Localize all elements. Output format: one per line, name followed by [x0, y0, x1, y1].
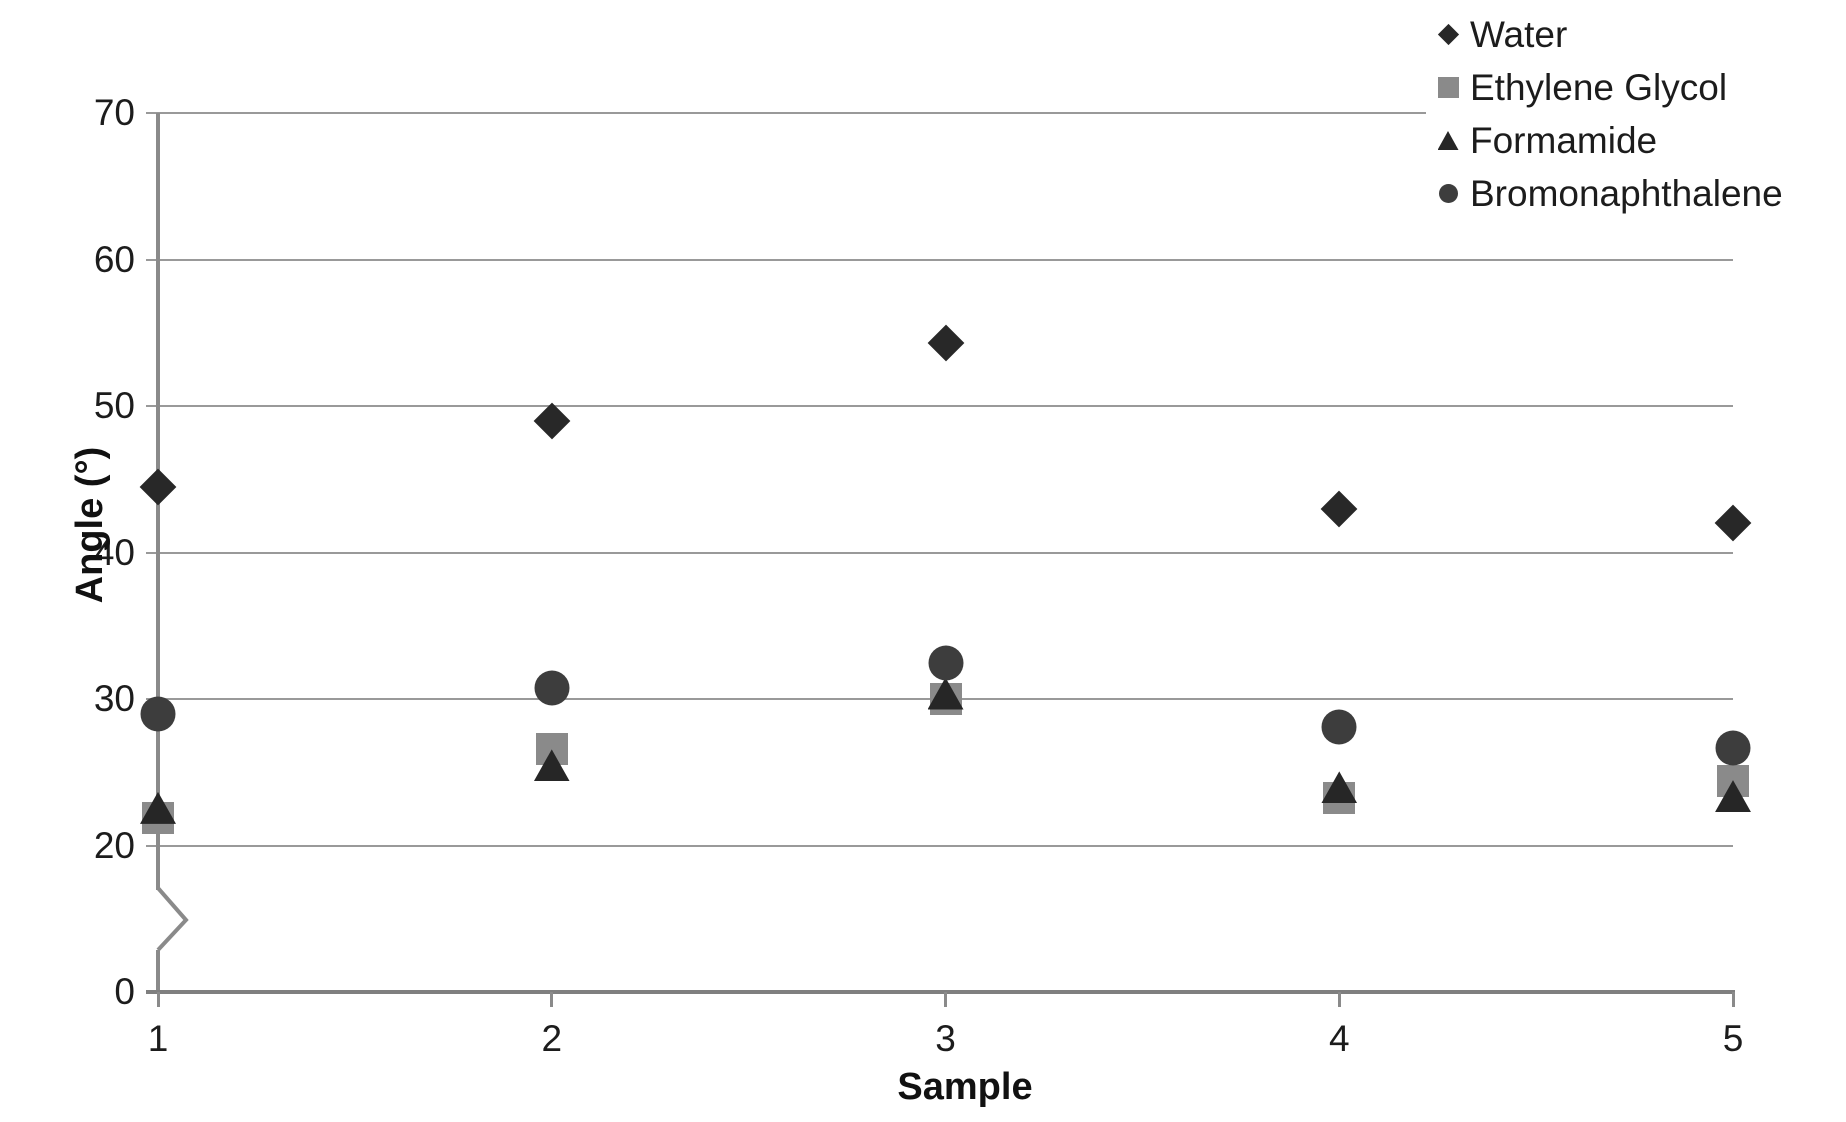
legend-label: Formamide [1470, 119, 1658, 161]
legend-label: Water [1470, 13, 1568, 55]
point-water-sample-2 [533, 402, 571, 440]
legend-label: Bromonaphthalene [1470, 172, 1783, 214]
gridline-y-60 [146, 258, 1733, 261]
y-tick-label-20: 20 [93, 825, 135, 866]
legend-label: Ethylene Glycol [1470, 66, 1728, 108]
x-tick-label-4: 4 [1328, 1018, 1350, 1059]
x-tick-5 [1731, 992, 1735, 1007]
x-tick-label-3: 3 [935, 1018, 956, 1059]
triangle-legend-marker-icon [1426, 131, 1470, 150]
point-bromonaphthalene-sample-2 [534, 670, 570, 706]
x-tick-1 [156, 992, 160, 1007]
y-tick-label-50: 50 [93, 385, 135, 427]
x-tick-4 [1337, 992, 1341, 1007]
gridline-y-20 [146, 845, 1733, 847]
x-axis-line [146, 990, 1735, 994]
y-tick-label-60: 60 [93, 238, 135, 280]
point-water-sample-3 [927, 324, 964, 362]
x-tick-label-5: 5 [1722, 1018, 1744, 1059]
point-bromonaphthalene-sample-4 [1321, 709, 1357, 745]
square-legend-marker-icon [1426, 77, 1470, 98]
y-tick-label-70: 70 [93, 92, 135, 133]
gridline-y-40 [146, 551, 1733, 554]
diamond-legend-marker-icon [1426, 23, 1470, 46]
point-bromonaphthalene-sample-1 [140, 696, 176, 732]
x-axis-title: Sample [897, 1066, 1033, 1108]
legend-item-ethylene-glycol: Ethylene Glycol [1426, 61, 1846, 114]
legend: Water Ethylene Glycol Formamide Bromonaphth… [1426, 0, 1846, 220]
y-axis-title: Angle (°) [68, 446, 111, 604]
legend-item-water: Water [1426, 8, 1846, 61]
x-tick-label-2: 2 [541, 1018, 563, 1059]
legend-item-formamide: Formamide [1426, 114, 1846, 167]
point-bromonaphthalene-sample-5 [1715, 730, 1751, 766]
y-tick-label-40: 40 [93, 531, 135, 573]
x-tick-2 [550, 992, 554, 1007]
y-tick-label-0: 0 [114, 971, 135, 1012]
legend-item-bromonaphthalene: Bromonaphthalene [1426, 167, 1846, 220]
circle-legend-marker-icon [1426, 184, 1470, 203]
point-bromonaphthalene-sample-3 [928, 645, 963, 681]
x-tick-label-1: 1 [147, 1018, 169, 1059]
gridline-y-70 [146, 112, 1733, 114]
y-axis-line-lower [156, 950, 160, 994]
point-water-sample-5 [1714, 505, 1752, 542]
y-tick-label-30: 30 [93, 678, 135, 720]
point-water-sample-1 [139, 468, 177, 506]
point-water-sample-4 [1320, 490, 1358, 528]
x-tick-3 [944, 992, 947, 1007]
gridline-y-50 [146, 405, 1733, 408]
